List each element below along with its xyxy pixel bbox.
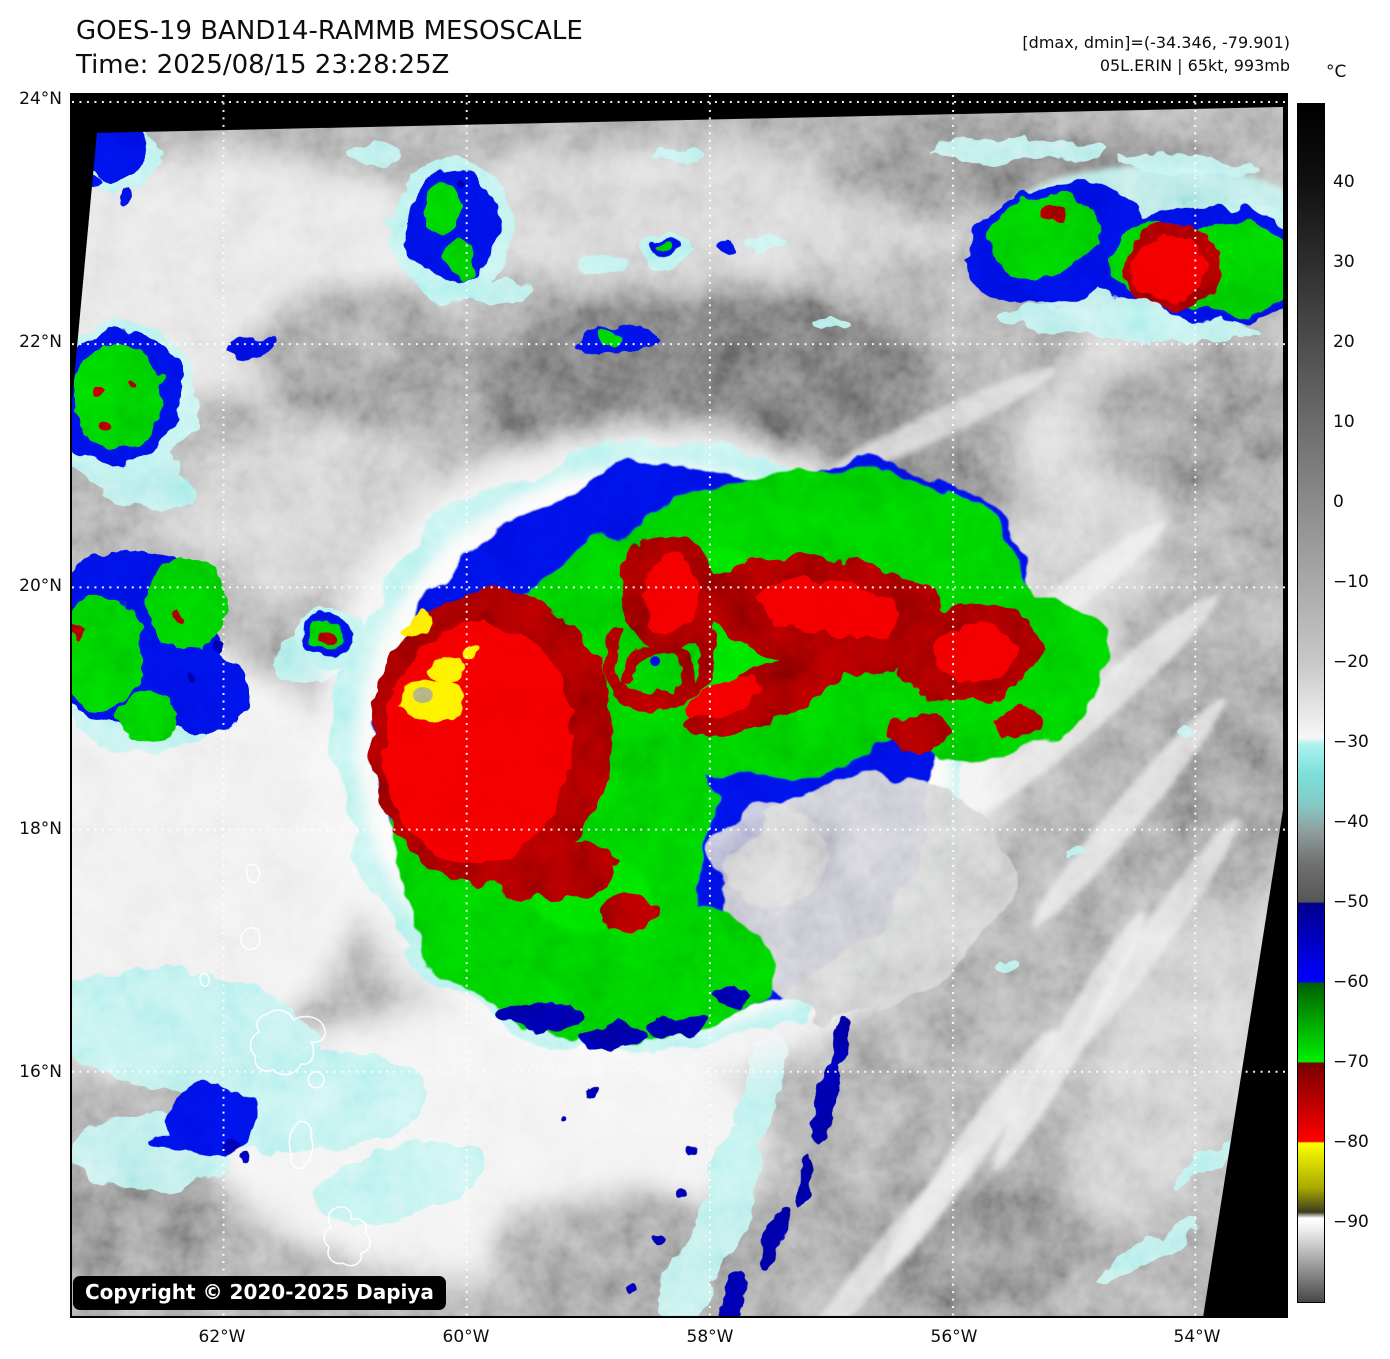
island-antigua — [240, 927, 261, 951]
colorbar-tick--70: −70 — [1333, 1052, 1369, 1072]
colorbar-tick--50: −50 — [1333, 892, 1369, 912]
temperature-colorbar — [1297, 103, 1325, 1303]
island-dominica — [288, 1120, 314, 1170]
scan-area — [72, 106, 1284, 1316]
island-martinique — [323, 1206, 371, 1267]
colorbar-tick--60: −60 — [1333, 972, 1369, 992]
lat-label-16N: 16°N — [19, 1062, 62, 1082]
page-title: GOES-19 BAND14-RAMMB MESOSCALE — [76, 16, 583, 46]
coastlines — [199, 863, 371, 1267]
colorbar-tick--40: −40 — [1333, 812, 1369, 832]
island-montserrat — [199, 972, 210, 988]
colorbar-tick--90: −90 — [1333, 1212, 1369, 1232]
colorbar-tick-0: 0 — [1333, 492, 1344, 512]
colorbar-tick-40: 40 — [1333, 172, 1355, 192]
colorbar-tick-20: 20 — [1333, 332, 1355, 352]
island-guadeloupe — [249, 1009, 327, 1076]
satellite-image — [72, 95, 1286, 1316]
lon-label-62W: 62°W — [198, 1327, 246, 1347]
colorbar-tick-10: 10 — [1333, 412, 1355, 432]
lat-label-18N: 18°N — [19, 819, 62, 839]
colorbar-tick--10: −10 — [1333, 572, 1369, 592]
timestamp: Time: 2025/08/15 23:28:25Z — [76, 50, 450, 80]
colorbar-tick--30: −30 — [1333, 732, 1369, 752]
dmax-dmin-readout: [dmax, dmin]=(-34.346, -79.901) — [1022, 33, 1290, 52]
storm-info: 05L.ERIN | 65kt, 993mb — [1099, 56, 1290, 75]
lon-label-60W: 60°W — [442, 1327, 490, 1347]
colorbar-tick--80: −80 — [1333, 1132, 1369, 1152]
graticule — [72, 95, 1286, 1316]
lat-label-20N: 20°N — [19, 576, 62, 596]
colorbar-unit-label: °C — [1326, 62, 1347, 82]
colorbar-tick--20: −20 — [1333, 652, 1369, 672]
satellite-map — [70, 93, 1288, 1318]
colorbar-tick-30: 30 — [1333, 252, 1355, 272]
lon-label-54W: 54°W — [1173, 1327, 1221, 1347]
island-marie-galante — [307, 1071, 325, 1089]
lon-label-56W: 56°W — [930, 1327, 978, 1347]
lat-label-24N: 24°N — [19, 89, 62, 109]
lon-label-58W: 58°W — [686, 1327, 734, 1347]
cloud-speckle-overlay — [72, 106, 1284, 1316]
lat-label-22N: 22°N — [19, 332, 62, 352]
copyright-badge: Copyright © 2020-2025 Dapiya — [73, 1276, 446, 1310]
island-barbuda — [245, 863, 261, 884]
